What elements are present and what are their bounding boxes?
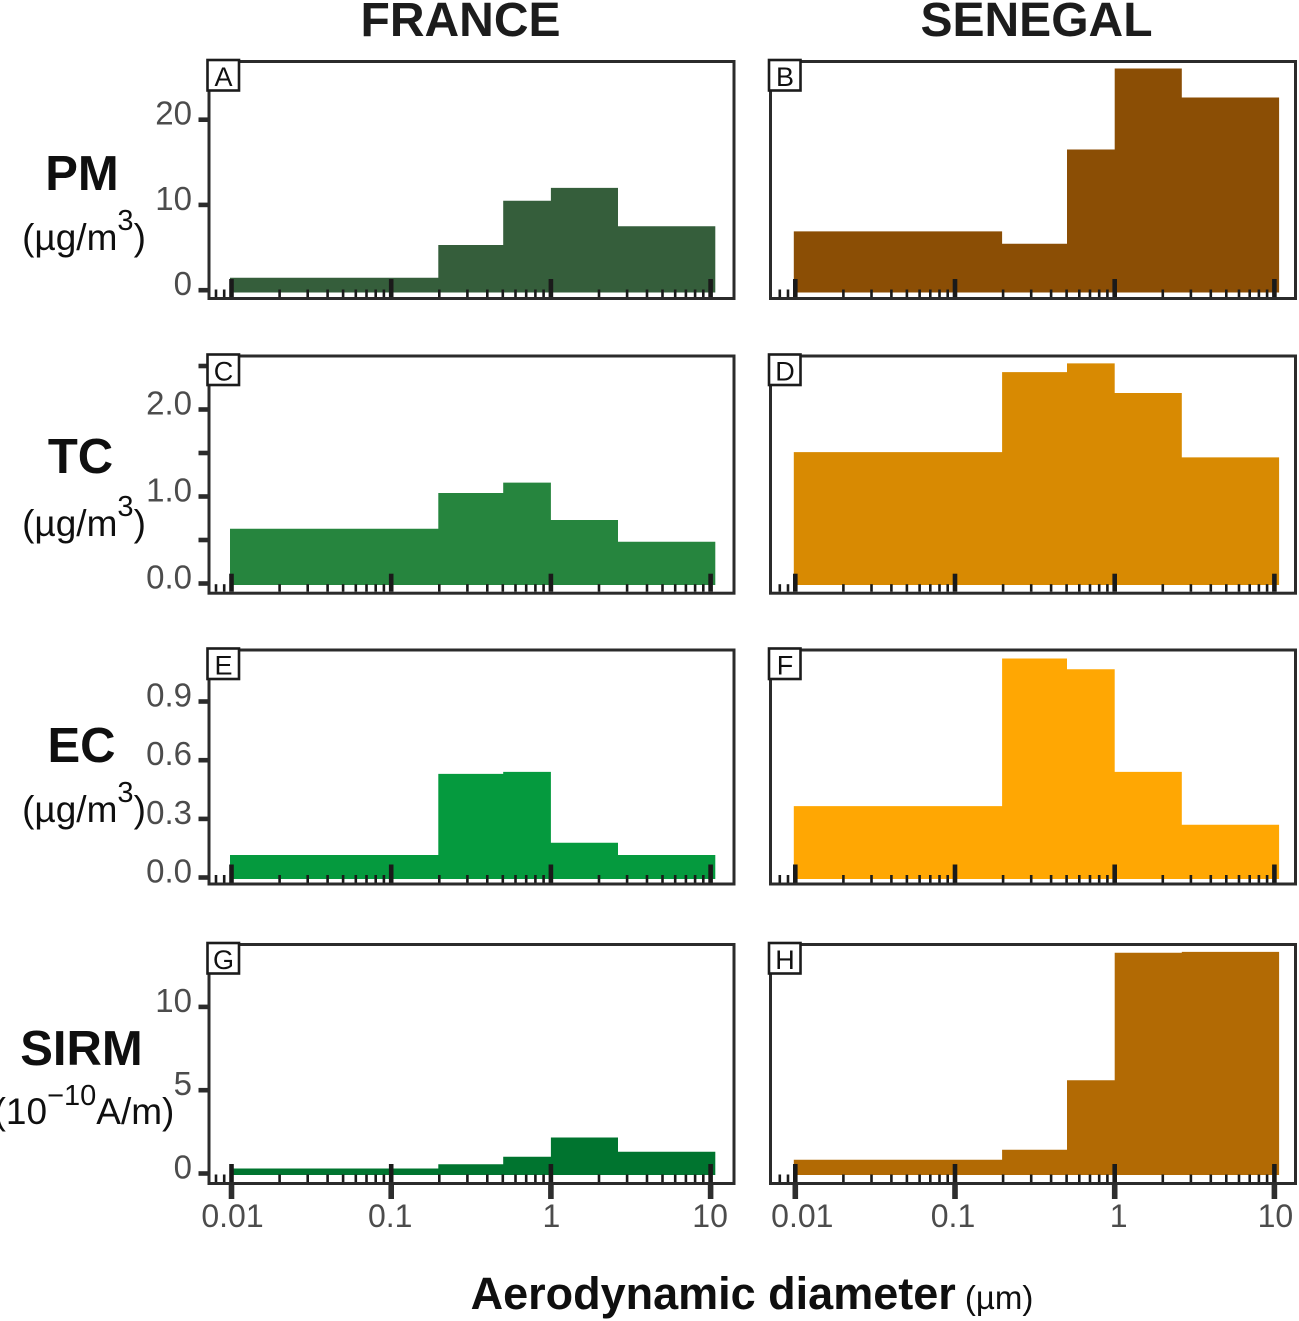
svg-text:20: 20 — [155, 95, 192, 132]
svg-text:5: 5 — [174, 1065, 192, 1102]
svg-text:D: D — [775, 357, 795, 387]
svg-text:10: 10 — [1258, 1198, 1294, 1234]
svg-text:H: H — [775, 945, 795, 975]
svg-text:0.1: 0.1 — [368, 1198, 412, 1234]
svg-text:0: 0 — [174, 1148, 192, 1185]
svg-text:0.9: 0.9 — [146, 676, 192, 713]
svg-text:10: 10 — [155, 180, 192, 217]
svg-text:G: G — [213, 945, 234, 975]
svg-text:10: 10 — [155, 982, 192, 1019]
svg-text:0.1: 0.1 — [931, 1198, 975, 1234]
svg-text:0.0: 0.0 — [146, 558, 192, 595]
svg-text:0.01: 0.01 — [771, 1198, 833, 1234]
svg-text:0.6: 0.6 — [146, 735, 192, 772]
svg-text:F: F — [777, 651, 794, 681]
svg-text:TC: TC — [48, 430, 113, 484]
svg-text:EC: EC — [47, 719, 115, 773]
svg-text:SIRM: SIRM — [20, 1022, 143, 1076]
svg-text:1.0: 1.0 — [146, 471, 192, 508]
svg-text:0: 0 — [174, 265, 192, 302]
svg-text:1: 1 — [543, 1198, 561, 1234]
svg-text:SENEGAL: SENEGAL — [920, 0, 1152, 47]
svg-text:0.3: 0.3 — [146, 794, 192, 831]
svg-text:B: B — [776, 62, 794, 92]
svg-text:A: A — [214, 62, 232, 92]
svg-text:PM: PM — [45, 147, 119, 201]
svg-text:10: 10 — [692, 1198, 728, 1234]
svg-text:Aerodynamic diameter (µm): Aerodynamic diameter (µm) — [471, 1268, 1034, 1319]
svg-text:0.0: 0.0 — [146, 852, 192, 889]
svg-text:1: 1 — [1110, 1198, 1128, 1234]
svg-text:C: C — [214, 357, 234, 387]
svg-text:E: E — [214, 651, 232, 681]
svg-text:2.0: 2.0 — [146, 384, 192, 421]
svg-text:0.01: 0.01 — [201, 1198, 263, 1234]
svg-text:FRANCE: FRANCE — [361, 0, 561, 47]
